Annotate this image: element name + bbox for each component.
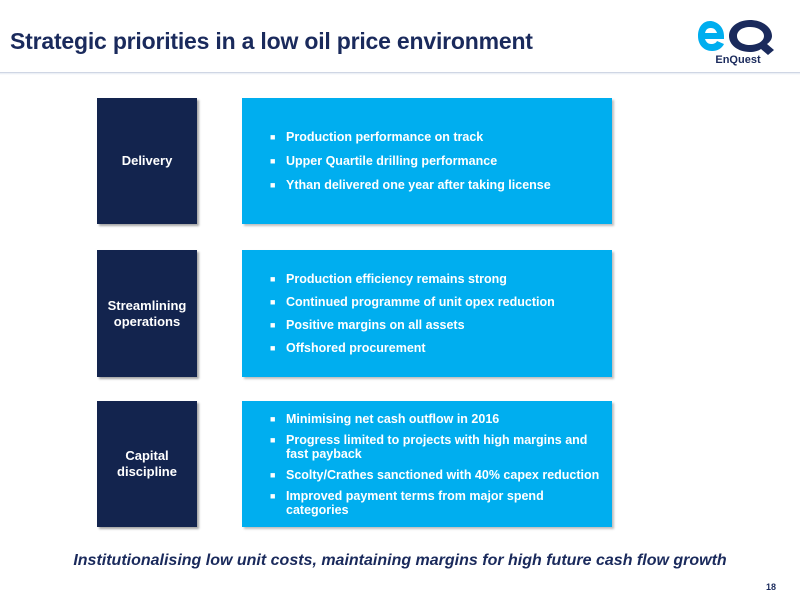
section-label-streamlining: Streamlining operations [97, 250, 197, 377]
enquest-logo [698, 16, 774, 76]
bullet-icon: ■ [270, 434, 276, 445]
bullet-item: ■ Positive margins on all assets [270, 318, 465, 332]
title-divider [0, 72, 800, 73]
bullet-icon: ■ [270, 320, 276, 330]
section-label-capital-discipline: Capital discipline [97, 401, 197, 527]
bullet-icon: ■ [270, 297, 276, 307]
bullet-list: ■ Production efficiency remains strong ■ C… [270, 272, 600, 355]
bullet-item: ■ Ythan delivered one year after taking l… [270, 178, 551, 192]
logo-wordmark: EnQuest [715, 54, 761, 66]
bullet-item: ■ Offshored procurement [270, 341, 426, 355]
bullet-icon: ■ [270, 343, 276, 353]
bullet-item: ■ Production efficiency remains strong [270, 272, 507, 286]
section-label-text: Capital discipline [117, 448, 177, 479]
bullet-icon: ■ [270, 132, 276, 142]
bullet-item: ■ Upper Quartile drilling performance [270, 154, 498, 168]
section-content-streamlining: ■ Production efficiency remains strong ■ C… [242, 250, 612, 377]
section-content-delivery: ■ Production performance on track ■ Upper … [242, 98, 612, 224]
bullet-item: ■ Improved payment terms from major spend… [270, 488, 544, 517]
page-title: Strategic priorities in a low oil price … [10, 28, 533, 54]
section-label-text: Delivery [121, 153, 173, 168]
page-number: 18 [765, 582, 776, 592]
bullet-list: ■ Minimising net cash outflow in 2016 ■ Pr… [270, 411, 600, 517]
bullet-item: ■ Production performance on track [270, 130, 484, 144]
bullet-icon: ■ [270, 413, 276, 424]
bullet-item: ■ Scolty/Crathes sanctioned with 40% cape… [270, 467, 600, 482]
bullet-icon: ■ [270, 490, 276, 501]
title-divider-shadow [0, 73, 800, 75]
bullet-list: ■ Production performance on track ■ Upper … [270, 130, 600, 192]
eq-logo-icon [698, 20, 774, 55]
bullet-icon: ■ [270, 274, 276, 284]
section-label-delivery: Delivery [97, 98, 197, 224]
bullet-item: ■ Continued programme of unit opex reduct… [270, 295, 555, 309]
section-label-text: Streamlining operations [107, 297, 187, 329]
bullet-item: ■ Minimising net cash outflow in 2016 [270, 411, 500, 426]
section-content-capital-discipline: ■ Minimising net cash outflow in 2016 ■ Pr… [242, 401, 612, 527]
bullet-icon: ■ [270, 180, 276, 190]
bullet-icon: ■ [270, 156, 276, 166]
bullet-item: ■ Progress limited to projects with high … [270, 432, 588, 461]
footer-tagline: Institutionalising low unit costs, maint… [73, 552, 727, 569]
bullet-icon: ■ [270, 469, 276, 480]
